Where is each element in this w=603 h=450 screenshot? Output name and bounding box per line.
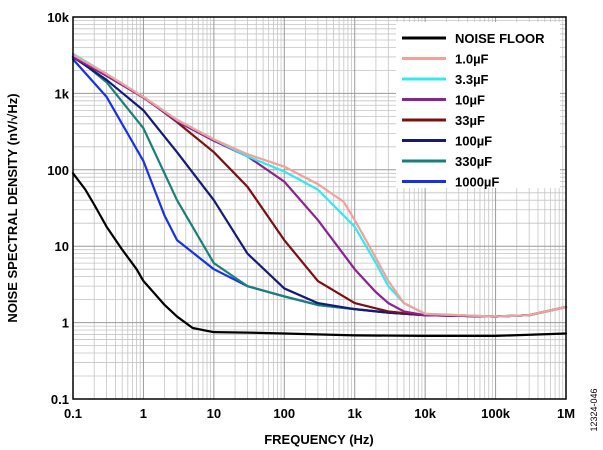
x-tick-label: 100: [273, 406, 295, 421]
x-tick-label: 10k: [414, 406, 436, 421]
y-axis-label: NOISE SPECTRAL DENSITY (nV/√Hz): [5, 93, 20, 322]
legend: NOISE FLOOR 1.0µF 3.3µF 10µF 33µF 100µF 330µF 1…: [396, 22, 560, 190]
series-layer: [71, 52, 568, 337]
y-tick-label: 1: [62, 316, 69, 331]
series-line-1-0-f: [71, 53, 568, 318]
x-tick-label: 10: [207, 406, 221, 421]
legend-label: 100µF: [455, 134, 492, 149]
x-tick-label: 0.1: [64, 406, 82, 421]
plot-frame: [72, 16, 567, 400]
legend-label: 3.3µF: [455, 72, 489, 87]
y-tick-label: 1k: [55, 86, 70, 101]
y-tick-label: 10k: [47, 10, 69, 25]
legend-label: 1.0µF: [455, 52, 489, 67]
legend-label: 330µF: [455, 154, 492, 169]
legend-label: NOISE FLOOR: [455, 31, 545, 46]
x-tick-label: 1k: [347, 406, 362, 421]
legend-label: 1000µF: [455, 175, 499, 190]
legend-label: 10µF: [455, 93, 485, 108]
y-tick-labels: 0.1 1 10 100 1k 10k: [47, 10, 69, 407]
series-line-noise-floor: [71, 172, 568, 337]
y-tick-label: 100: [47, 163, 69, 178]
y-tick-label: 10: [55, 239, 69, 254]
x-axis-label: FREQUENCY (Hz): [264, 432, 374, 447]
x-tick-label: 1M: [557, 406, 575, 421]
x-tick-label: 100k: [481, 406, 511, 421]
legend-items: NOISE FLOOR 1.0µF 3.3µF 10µF 33µF 100µF 330µF 1…: [402, 31, 545, 190]
x-tick-label: 1: [140, 406, 147, 421]
legend-label: 33µF: [455, 113, 485, 128]
x-tick-labels: 0.1 1 10 100 1k 10k 100k 1M: [64, 406, 575, 421]
y-tick-label: 0.1: [51, 392, 69, 407]
figure-id: 12324-046: [589, 388, 599, 431]
